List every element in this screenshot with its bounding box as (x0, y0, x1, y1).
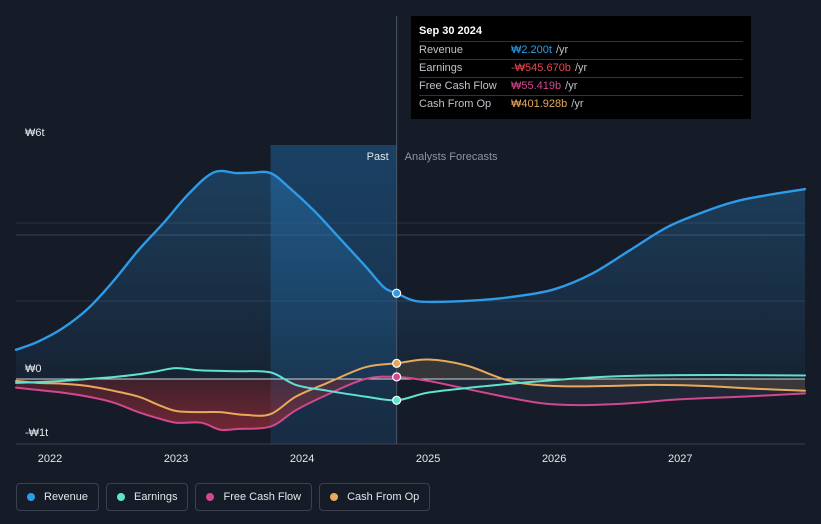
legend-cash-from-op[interactable]: Cash From Op (319, 483, 431, 511)
forecast-label: Analysts Forecasts (405, 151, 498, 163)
x-tick-label: 2026 (542, 453, 566, 465)
y-tick-label: -₩1t (25, 427, 48, 439)
tooltip-date: Sep 30 2024 (419, 25, 482, 37)
tooltip-value: ₩401.928b (511, 98, 568, 110)
tooltip-value: -₩545.670b (511, 62, 571, 74)
tooltip-label: Cash From Op (419, 98, 492, 110)
legend: Revenue Earnings Free Cash Flow Cash Fro… (16, 483, 431, 511)
legend-dot-icon (206, 493, 215, 501)
tooltip-row-free-cash-flow: Free Cash Flow ₩55.419b /yr (419, 77, 743, 95)
legend-revenue[interactable]: Revenue (16, 483, 100, 511)
legend-label: Free Cash Flow (223, 491, 302, 503)
tooltip-value: ₩55.419b (511, 80, 562, 92)
legend-dot-icon (27, 493, 35, 501)
legend-label: Earnings (134, 491, 178, 503)
past-label: Past (367, 151, 389, 163)
x-tick-label: 2025 (416, 453, 440, 465)
tooltip-label: Revenue (419, 44, 464, 56)
tooltip-unit: /yr (565, 80, 578, 92)
marker-free-cash-flow (392, 372, 402, 382)
tooltip-label: Free Cash Flow (419, 80, 497, 92)
series-line-cash-from-op (15, 358, 806, 417)
tooltip-row-revenue: Revenue ₩2.200t /yr (419, 41, 743, 59)
tooltip-unit: /yr (571, 98, 584, 110)
legend-label: Cash From Op (347, 491, 420, 503)
tooltip-row-earnings: Earnings -₩545.670b /yr (419, 59, 743, 77)
y-tick-label: ₩6t (25, 127, 45, 139)
x-tick-label: 2027 (668, 453, 692, 465)
tooltip-row-cash-from-op: Cash From Op ₩401.928b /yr (419, 95, 743, 113)
x-tick-label: 2022 (38, 453, 62, 465)
tooltip: Sep 30 2024 Revenue ₩2.200t /yr Earnings… (411, 16, 751, 119)
series-line-free-cash-flow (15, 375, 806, 432)
x-tick-label: 2023 (164, 453, 188, 465)
series-line-revenue (14, 169, 807, 351)
tooltip-unit: /yr (555, 44, 569, 56)
marker-revenue (392, 288, 402, 298)
revenue-area (16, 170, 805, 379)
marker-cash-from-op (392, 358, 402, 368)
x-tick-label: 2024 (290, 453, 314, 465)
legend-free-cash-flow[interactable]: Free Cash Flow (195, 483, 313, 511)
cash-from-op-area (396, 359, 805, 391)
legend-dot-icon (117, 493, 126, 501)
y-tick-label: ₩0 (25, 363, 42, 375)
marker-earnings (392, 395, 402, 405)
legend-label: Revenue (44, 491, 89, 503)
series-line-earnings (15, 367, 806, 402)
legend-dot-icon (330, 493, 339, 501)
legend-earnings[interactable]: Earnings (106, 483, 189, 511)
tooltip-unit: /yr (574, 62, 588, 74)
tooltip-label: Earnings (419, 62, 463, 74)
tooltip-value: ₩2.200t (511, 44, 552, 56)
